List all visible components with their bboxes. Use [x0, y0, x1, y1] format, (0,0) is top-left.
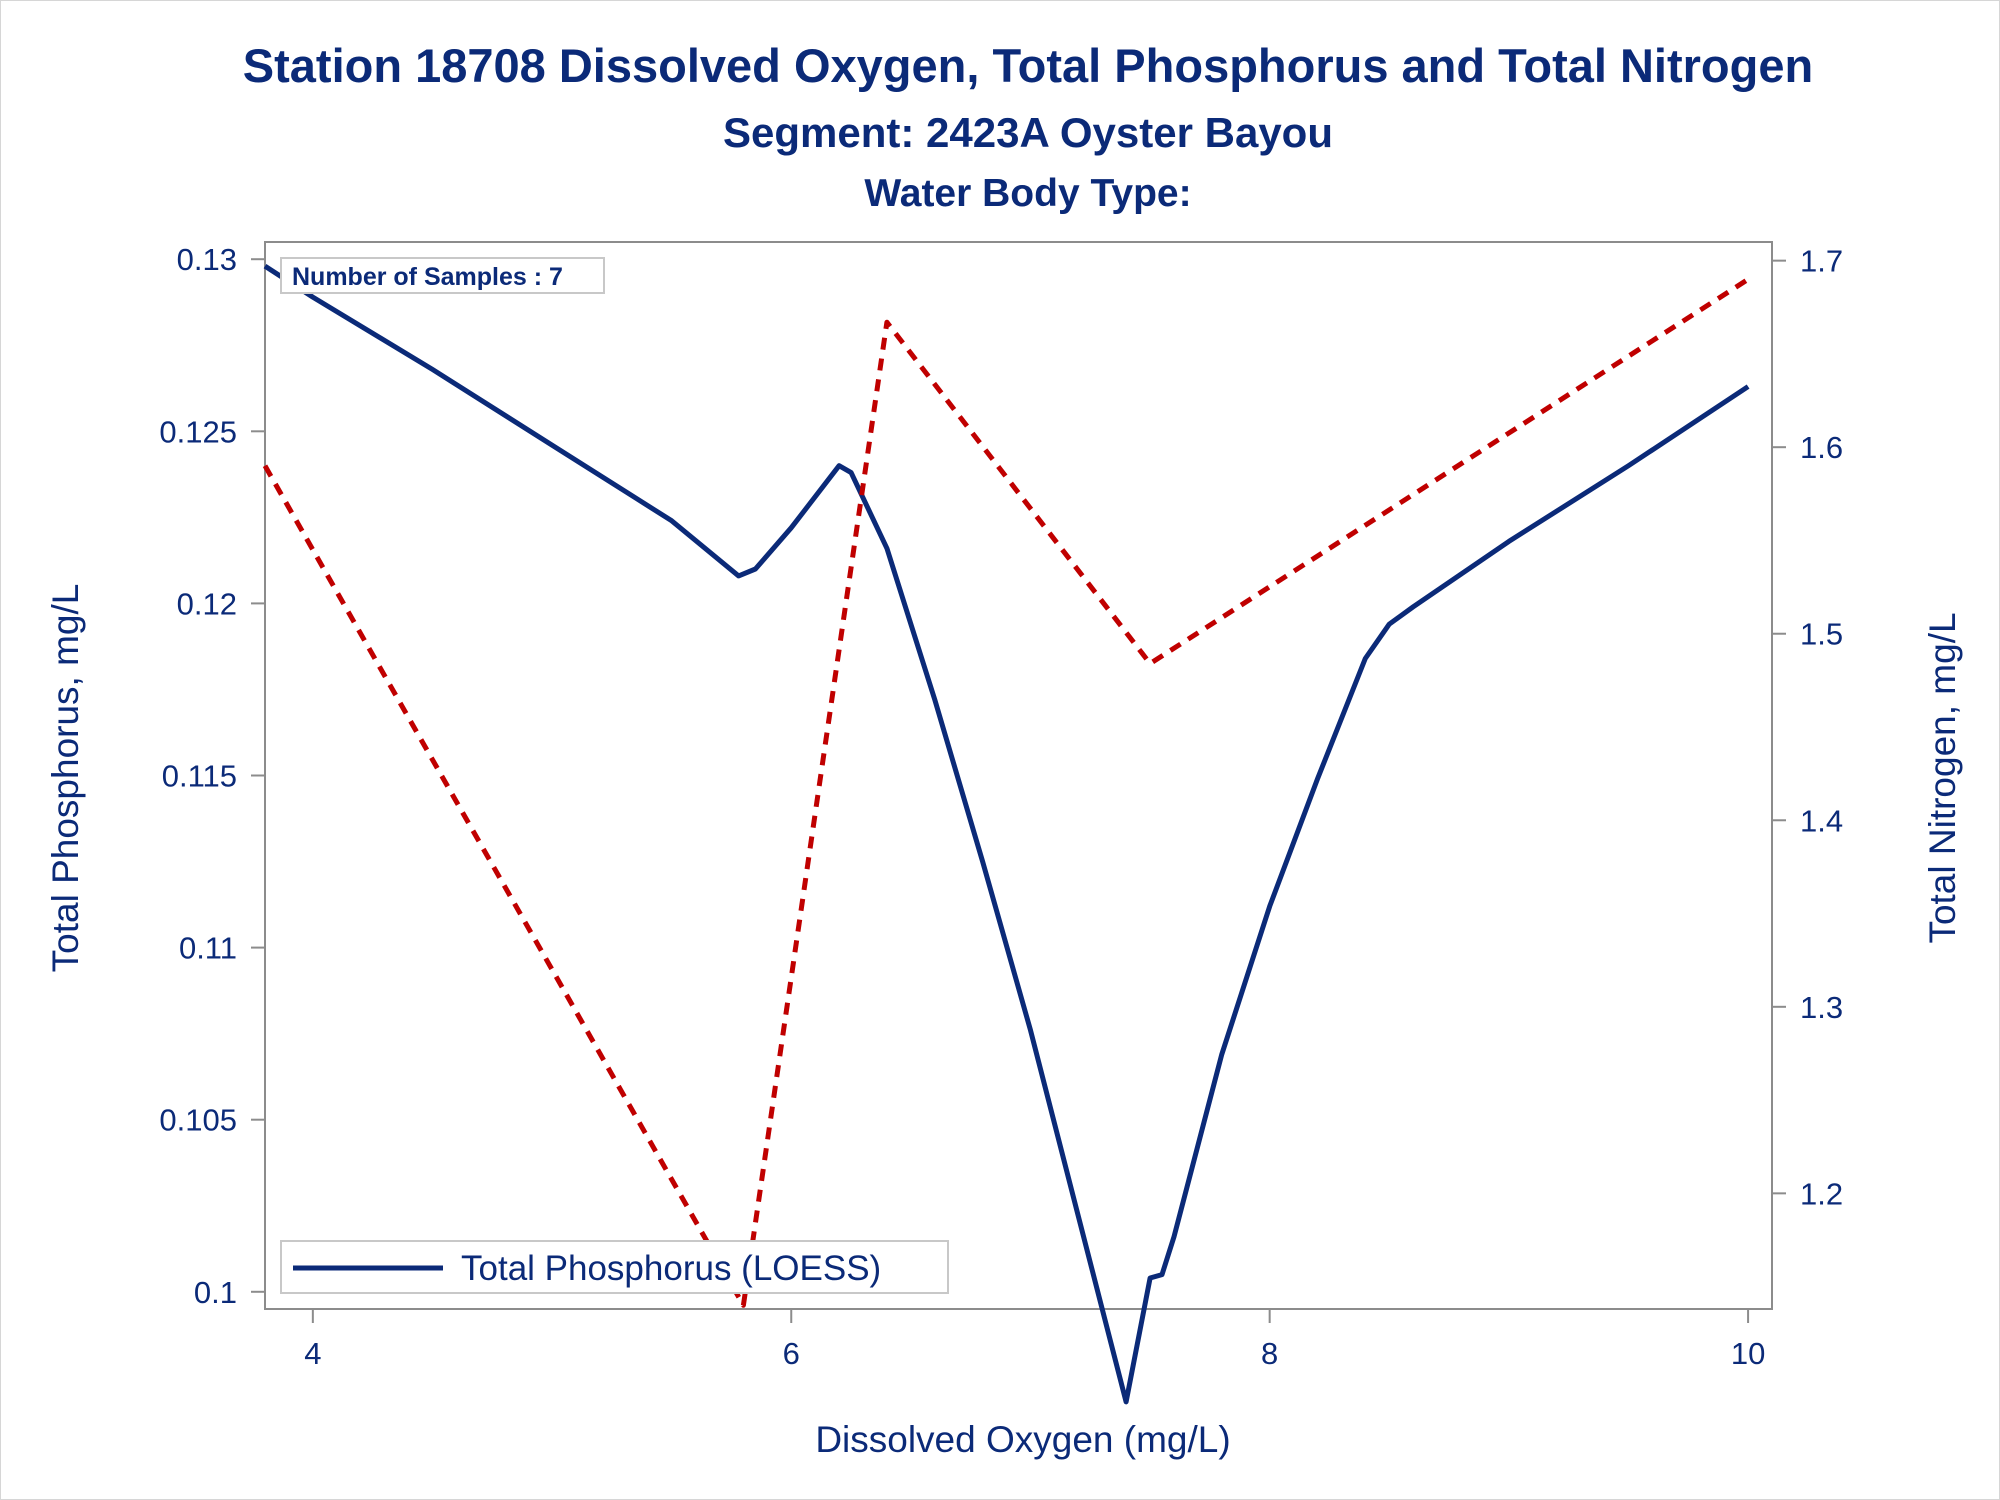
x-tick-label: 10	[1731, 1336, 1765, 1371]
y-axis-label: Total Phosphorus, mg/L	[45, 584, 86, 973]
x-tick-label: 4	[304, 1336, 321, 1371]
y-tick-label: 0.115	[162, 759, 237, 794]
series-line-nitrogen	[262, 277, 1750, 1308]
y2-tick-label: 1.3	[1800, 990, 1843, 1025]
y2-tick-label: 1.6	[1800, 430, 1843, 465]
y-tick-label: 0.13	[177, 242, 237, 277]
sample-count-annotation: Number of Samples : 7	[280, 257, 605, 294]
x-tick-label: 8	[1261, 1336, 1278, 1371]
y2-tick-label: 1.5	[1800, 617, 1843, 652]
annotation-text: Number of Samples : 7	[292, 263, 563, 291]
chart-subtitle-2: Water Body Type:	[864, 172, 1191, 215]
x-axis: 4 6 8 10	[304, 1309, 1765, 1371]
y-axis-right: 1.2 1.3 1.4 1.5 1.6 1.7	[1772, 244, 1843, 1211]
plot-area	[262, 241, 1773, 1405]
plot-border	[264, 241, 1773, 1310]
y-tick-label: 0.105	[159, 1103, 237, 1138]
series-line-phosphorus	[263, 264, 1750, 1405]
y-tick-label: 0.125	[159, 414, 237, 449]
y-tick-label: 0.12	[177, 586, 237, 621]
legend-label-phosphorus: Total Phosphorus (LOESS)	[461, 1249, 881, 1288]
series-layer	[262, 264, 1750, 1405]
chart-subtitle: Segment: 2423A Oyster Bayou	[723, 109, 1333, 156]
x-tick-label: 6	[783, 1336, 800, 1371]
y-axis-left: 0.1 0.105 0.11 0.115 0.12 0.125 0.13	[159, 242, 265, 1310]
y2-axis-label: Total Nitrogen, mg/L	[1922, 612, 1963, 943]
chart-title: Station 18708 Dissolved Oxygen, Total Ph…	[243, 39, 1813, 92]
y-tick-label: 0.1	[194, 1275, 237, 1310]
y-tick-label: 0.11	[179, 931, 237, 966]
y2-tick-label: 1.7	[1800, 244, 1843, 279]
y2-tick-label: 1.2	[1800, 1176, 1843, 1211]
x-axis-label: Dissolved Oxygen (mg/L)	[815, 1419, 1230, 1460]
y2-tick-label: 1.4	[1800, 803, 1843, 838]
legend: Total Phosphorus (LOESS)	[280, 1240, 949, 1294]
annotation-box	[280, 257, 605, 294]
